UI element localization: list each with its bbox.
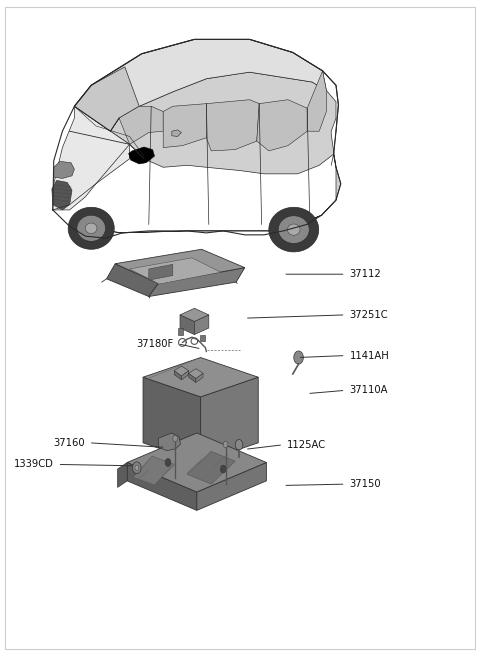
Polygon shape [206,100,259,151]
Polygon shape [115,249,245,283]
Polygon shape [158,433,180,451]
Polygon shape [220,465,226,473]
Text: 37110A: 37110A [349,385,388,396]
Polygon shape [118,462,127,487]
Polygon shape [135,465,139,470]
Polygon shape [53,106,130,210]
Polygon shape [172,130,181,136]
Polygon shape [107,264,158,297]
Polygon shape [119,106,163,144]
Polygon shape [130,258,221,284]
Polygon shape [288,224,300,235]
Text: 37160: 37160 [53,438,85,448]
Polygon shape [165,459,171,466]
Polygon shape [54,161,74,178]
Polygon shape [68,207,114,249]
Polygon shape [201,377,258,462]
Text: 37251C: 37251C [349,310,388,320]
Polygon shape [85,223,97,234]
Text: 37112: 37112 [349,269,381,279]
Polygon shape [129,147,155,164]
Polygon shape [178,328,183,335]
Polygon shape [133,457,174,485]
Polygon shape [235,440,243,450]
Polygon shape [194,315,209,335]
Text: 1141AH: 1141AH [349,350,389,361]
Text: 37150: 37150 [349,479,381,489]
Polygon shape [74,67,139,131]
Polygon shape [200,335,205,341]
Polygon shape [143,358,258,397]
Polygon shape [180,308,209,321]
Polygon shape [307,71,326,131]
Polygon shape [189,369,203,379]
Polygon shape [174,366,189,376]
Polygon shape [77,215,106,241]
Polygon shape [132,462,141,474]
Polygon shape [181,371,189,380]
Polygon shape [149,268,245,297]
Polygon shape [197,462,266,510]
Polygon shape [127,462,197,510]
Polygon shape [149,264,173,280]
Polygon shape [74,39,326,131]
Polygon shape [269,207,319,252]
Polygon shape [294,351,303,364]
Text: 1125AC: 1125AC [287,440,326,450]
Polygon shape [278,216,309,243]
Polygon shape [174,371,181,380]
Text: 1339CD: 1339CD [14,459,54,470]
Polygon shape [257,100,307,151]
Polygon shape [127,433,266,492]
Text: 37180F: 37180F [136,338,174,349]
Polygon shape [223,441,228,447]
Polygon shape [180,315,194,335]
Polygon shape [196,373,203,382]
Polygon shape [70,72,341,233]
Polygon shape [187,451,235,484]
Polygon shape [52,180,72,210]
Polygon shape [189,373,196,382]
Polygon shape [143,377,201,462]
Polygon shape [173,436,178,441]
Polygon shape [163,104,211,148]
